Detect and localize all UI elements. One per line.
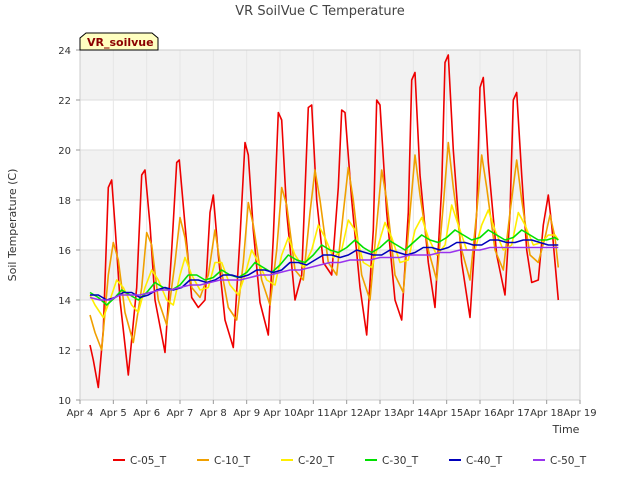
- legend-item: C-40_T: [449, 455, 503, 467]
- x-tick-label: Apr 5: [100, 408, 127, 419]
- series-line-c-05-t: [89, 54, 560, 389]
- y-tick-label: 20: [58, 146, 71, 157]
- series-line-c-10-t: [89, 141, 560, 351]
- background-bands: [80, 50, 580, 400]
- y-axis-label: Soil Temperature (C): [6, 169, 19, 282]
- y-axis-ticks: 10 12 14 16 18 20 22 24: [58, 46, 80, 407]
- badge-box: [79, 32, 159, 51]
- station-badge: VR_soilvue: [79, 32, 159, 51]
- badge-label: VR_soilvue: [87, 36, 154, 49]
- x-tick-label: Apr 13: [363, 408, 396, 419]
- legend-label: C-20_T: [298, 455, 335, 467]
- y-tick-label: 18: [58, 196, 71, 207]
- y-tick-label: 24: [58, 46, 71, 57]
- y-tick-label: 22: [58, 96, 71, 107]
- legend-item: C-50_T: [533, 455, 587, 467]
- y-tick-label: 10: [58, 396, 71, 407]
- x-tick-label: Apr 10: [263, 408, 296, 419]
- series-line-c-20-t: [89, 204, 559, 319]
- legend: C-05_T C-10_T C-20_T C-30_T C-40_T C-50_T: [113, 455, 587, 467]
- chart-title: VR SoilVue C Temperature: [235, 4, 404, 19]
- y-tick-label: 12: [58, 346, 71, 357]
- legend-item: C-30_T: [365, 455, 419, 467]
- x-axis-label: Time: [552, 423, 580, 436]
- background-band: [80, 350, 580, 400]
- x-tick-label: Apr 4: [67, 408, 94, 419]
- legend-label: C-30_T: [382, 455, 419, 467]
- series-lines: [89, 54, 560, 389]
- legend-label: C-10_T: [214, 455, 251, 467]
- x-tick-label: Apr 12: [330, 408, 363, 419]
- x-tick-label: Apr 7: [167, 408, 194, 419]
- x-axis-ticks: Apr 4 Apr 5 Apr 6 Apr 7 Apr 8 Apr 9 Apr 10 Apr …: [67, 400, 597, 419]
- x-tick-label: Apr 17: [497, 408, 530, 419]
- background-band: [80, 50, 580, 100]
- x-tick-label: Apr 8: [200, 408, 227, 419]
- x-tick-label: Apr 18: [530, 408, 563, 419]
- background-band: [80, 150, 580, 200]
- legend-item: C-10_T: [197, 455, 251, 467]
- legend-label: C-40_T: [466, 455, 503, 467]
- x-tick-label: Apr 16: [463, 408, 496, 419]
- gridlines: [79, 49, 581, 401]
- x-tick-label: Apr 19: [563, 408, 596, 419]
- legend-item: C-20_T: [281, 455, 335, 467]
- y-tick-label: 14: [58, 296, 71, 307]
- series-line-c-50-t: [89, 246, 559, 301]
- x-tick-label: Apr 9: [233, 408, 260, 419]
- y-tick-label: 16: [58, 246, 71, 257]
- x-tick-label: Apr 6: [133, 408, 160, 419]
- x-tick-label: Apr 15: [430, 408, 463, 419]
- plot-frame: [79, 49, 581, 401]
- x-tick-label: Apr 11: [297, 408, 330, 419]
- x-tick-label: Apr 14: [397, 408, 430, 419]
- legend-label: C-05_T: [130, 455, 167, 467]
- series-line-c-40-t: [90, 239, 559, 301]
- legend-item: C-05_T: [113, 455, 167, 467]
- legend-label: C-50_T: [550, 455, 587, 467]
